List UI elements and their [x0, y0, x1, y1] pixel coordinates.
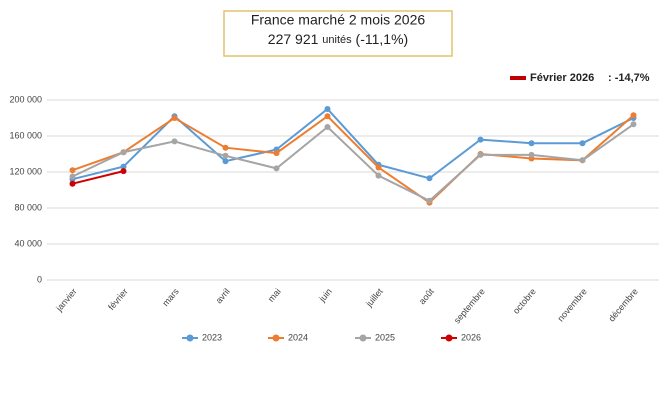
data-point — [528, 151, 535, 158]
legend-marker — [445, 334, 453, 342]
legend-label: 2023 — [202, 332, 222, 342]
x-tick-label: janvier — [54, 286, 79, 314]
x-tick-label: juillet — [363, 286, 385, 309]
data-point — [171, 138, 178, 145]
x-tick-label: octobre — [511, 286, 538, 315]
data-point — [120, 163, 127, 170]
data-point — [222, 144, 229, 151]
x-tick-label: juin — [317, 286, 334, 304]
data-point — [375, 164, 382, 171]
x-tick-label: septembre — [452, 286, 487, 325]
legend-label: 2024 — [288, 332, 308, 342]
data-point — [426, 175, 433, 182]
annotation-label: Février 2026 — [530, 72, 594, 84]
series-line — [72, 123, 635, 202]
series-line — [72, 170, 124, 185]
chart-subtitle: 227 921 unités (-11,1%) — [268, 31, 408, 47]
data-point — [630, 121, 637, 128]
y-tick-label: 0 — [37, 274, 42, 284]
data-point — [222, 152, 229, 159]
data-point — [630, 112, 637, 119]
data-point — [69, 180, 76, 187]
y-tick-label: 160 000 — [9, 130, 42, 140]
data-point — [324, 124, 331, 130]
x-tick-label: décembre — [606, 286, 639, 323]
series-line — [72, 107, 634, 181]
x-tick-label: novembre — [555, 286, 588, 323]
x-tick-label: mai — [266, 286, 283, 304]
y-tick-label: 200 000 — [9, 94, 42, 104]
legend-label: 2026 — [461, 332, 481, 342]
y-tick-label: 120 000 — [9, 166, 42, 176]
data-point — [273, 165, 280, 172]
annotation-value: : -14,7% — [608, 72, 650, 84]
x-tick-label: mars — [160, 286, 181, 308]
data-point — [120, 149, 127, 156]
x-tick-label: février — [106, 286, 130, 312]
data-point — [477, 151, 484, 158]
data-point — [579, 140, 586, 147]
subtitle-part: unités — [322, 34, 352, 46]
legend-label: 2025 — [375, 332, 395, 342]
x-tick-label: août — [417, 286, 436, 306]
legend-marker — [359, 334, 367, 342]
subtitle-part: (-11,1%) — [356, 31, 409, 47]
subtitle-part: 227 921 — [268, 31, 319, 47]
data-point — [579, 157, 586, 164]
data-point — [324, 113, 331, 120]
annotation-marker — [510, 76, 526, 80]
data-point — [69, 167, 76, 174]
x-tick-label: avril — [214, 286, 232, 305]
data-point — [273, 150, 280, 157]
data-point — [222, 158, 229, 165]
title-box — [223, 10, 453, 57]
legend-marker — [186, 334, 194, 342]
data-point — [171, 115, 178, 121]
legend-marker — [272, 334, 280, 342]
data-point — [426, 197, 433, 204]
series-line — [72, 114, 635, 204]
y-tick-label: 80 000 — [14, 202, 42, 212]
data-point — [120, 168, 127, 175]
data-point — [477, 136, 484, 143]
chart-title: France marché 2 mois 2026 — [251, 12, 426, 28]
data-point — [528, 140, 535, 147]
y-tick-label: 40 000 — [14, 238, 42, 248]
data-point — [375, 172, 382, 179]
data-point — [324, 106, 331, 112]
data-point — [69, 173, 76, 180]
